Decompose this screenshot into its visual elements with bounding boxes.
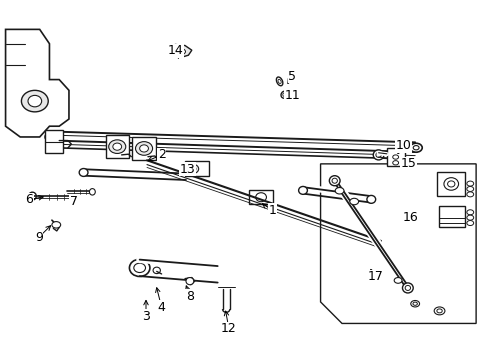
Text: 16: 16 (402, 211, 417, 224)
Text: 2: 2 (157, 148, 165, 161)
Ellipse shape (366, 195, 375, 203)
Text: 12: 12 (221, 322, 236, 335)
Ellipse shape (48, 134, 55, 139)
Bar (249, 190, 272, 204)
Ellipse shape (174, 48, 185, 55)
Text: 7: 7 (70, 195, 78, 208)
Ellipse shape (436, 309, 441, 313)
Ellipse shape (140, 145, 148, 152)
Ellipse shape (402, 283, 412, 293)
Ellipse shape (372, 150, 383, 160)
Ellipse shape (447, 181, 454, 187)
Text: 3: 3 (142, 310, 150, 323)
Text: 15: 15 (400, 157, 415, 170)
Polygon shape (5, 30, 69, 137)
Ellipse shape (331, 178, 337, 183)
Ellipse shape (185, 278, 193, 285)
Bar (44, 130, 63, 153)
Ellipse shape (113, 143, 122, 150)
Ellipse shape (349, 198, 358, 205)
Ellipse shape (410, 301, 419, 307)
Text: 17: 17 (366, 270, 382, 283)
Ellipse shape (28, 95, 41, 107)
Ellipse shape (187, 165, 198, 174)
Ellipse shape (466, 181, 473, 186)
Ellipse shape (129, 259, 150, 276)
Bar (184, 161, 209, 176)
Ellipse shape (466, 192, 473, 197)
Ellipse shape (466, 221, 473, 226)
Text: 4: 4 (157, 301, 165, 314)
Ellipse shape (334, 188, 343, 194)
Ellipse shape (393, 278, 401, 283)
Bar (132, 137, 156, 160)
Text: 9: 9 (35, 231, 42, 244)
Text: 6: 6 (25, 193, 33, 206)
Bar (438, 206, 465, 226)
Ellipse shape (89, 189, 95, 195)
Ellipse shape (278, 79, 281, 84)
Ellipse shape (409, 143, 421, 152)
Ellipse shape (21, 90, 48, 112)
Ellipse shape (433, 307, 444, 315)
Bar (386, 148, 405, 166)
Ellipse shape (134, 263, 145, 273)
Ellipse shape (392, 155, 398, 159)
Ellipse shape (52, 222, 61, 228)
Polygon shape (320, 164, 475, 323)
Ellipse shape (392, 161, 398, 165)
Ellipse shape (405, 285, 410, 291)
Text: 5: 5 (288, 69, 296, 82)
Bar (436, 172, 465, 196)
Text: 11: 11 (284, 89, 300, 102)
Ellipse shape (255, 193, 266, 202)
Ellipse shape (45, 132, 59, 142)
Bar (105, 135, 129, 158)
Ellipse shape (298, 186, 307, 194)
Ellipse shape (466, 215, 473, 220)
Ellipse shape (190, 167, 196, 171)
Ellipse shape (28, 192, 36, 200)
Ellipse shape (443, 178, 458, 190)
Text: 8: 8 (185, 290, 193, 303)
Text: 10: 10 (395, 139, 410, 152)
Ellipse shape (108, 140, 125, 153)
Polygon shape (168, 44, 191, 57)
Ellipse shape (375, 152, 381, 157)
Text: 1: 1 (268, 204, 276, 217)
Ellipse shape (281, 91, 287, 98)
Ellipse shape (135, 141, 152, 155)
Ellipse shape (79, 168, 88, 176)
Ellipse shape (329, 176, 339, 186)
Ellipse shape (466, 186, 473, 192)
Ellipse shape (412, 302, 416, 305)
Ellipse shape (276, 77, 282, 86)
Text: 14: 14 (167, 44, 183, 57)
Ellipse shape (282, 93, 285, 96)
Ellipse shape (153, 267, 160, 274)
Text: 13: 13 (179, 163, 195, 176)
Ellipse shape (412, 145, 418, 150)
Ellipse shape (466, 210, 473, 215)
